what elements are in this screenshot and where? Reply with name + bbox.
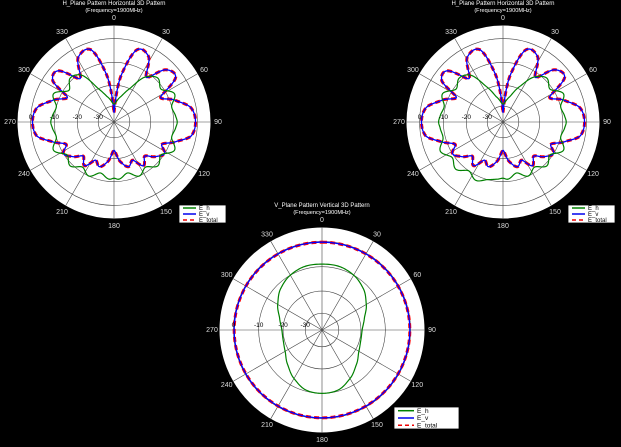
svg-text:210: 210 [261, 422, 273, 429]
svg-text:210: 210 [56, 209, 68, 216]
svg-text:(Frequency=1900MHz): (Frequency=1900MHz) [85, 8, 142, 14]
svg-text:0: 0 [320, 217, 324, 224]
svg-text:180: 180 [316, 437, 328, 444]
svg-text:V_Plane Pattern Vertical 3D Pa: V_Plane Pattern Vertical 3D Pattern [274, 203, 369, 209]
svg-text:150: 150 [549, 209, 561, 216]
svg-text:-10: -10 [439, 114, 449, 121]
svg-text:120: 120 [587, 171, 599, 178]
svg-text:E_total: E_total [588, 218, 607, 224]
svg-text:150: 150 [160, 209, 172, 216]
svg-text:90: 90 [214, 119, 222, 126]
svg-text:300: 300 [18, 67, 30, 74]
svg-text:0: 0 [418, 114, 422, 121]
svg-text:30: 30 [162, 29, 170, 36]
svg-text:-30: -30 [93, 114, 103, 121]
svg-text:240: 240 [407, 171, 419, 178]
svg-text:180: 180 [108, 223, 120, 230]
svg-text:240: 240 [18, 171, 30, 178]
svg-text:60: 60 [200, 67, 208, 74]
svg-text:E_h: E_h [417, 408, 429, 415]
svg-text:300: 300 [407, 67, 419, 74]
svg-text:330: 330 [56, 29, 68, 36]
svg-text:60: 60 [589, 67, 597, 74]
svg-text:120: 120 [411, 382, 423, 389]
svg-text:30: 30 [551, 29, 559, 36]
svg-text:30: 30 [373, 232, 381, 239]
svg-text:-10: -10 [50, 114, 60, 121]
svg-text:E_total: E_total [199, 218, 218, 224]
svg-text:(Frequency=1900MHz): (Frequency=1900MHz) [293, 210, 350, 216]
svg-text:240: 240 [221, 382, 233, 389]
svg-text:(Frequency=1900MHz): (Frequency=1900MHz) [474, 8, 531, 14]
svg-text:-20: -20 [73, 114, 83, 121]
svg-text:0: 0 [112, 15, 116, 22]
svg-text:330: 330 [445, 29, 457, 36]
svg-text:-20: -20 [462, 114, 472, 121]
svg-text:90: 90 [428, 327, 436, 334]
svg-text:H_Plane Pattern Horizontal 3D: H_Plane Pattern Horizontal 3D Pattern [62, 1, 165, 7]
svg-text:90: 90 [603, 119, 611, 126]
svg-text:-10: -10 [254, 322, 264, 329]
svg-text:270: 270 [393, 119, 405, 126]
svg-text:0: 0 [232, 322, 236, 329]
svg-text:60: 60 [413, 272, 421, 279]
svg-text:-30: -30 [482, 114, 492, 121]
svg-text:150: 150 [371, 422, 383, 429]
svg-text:0: 0 [501, 15, 505, 22]
svg-text:-30: -30 [301, 322, 311, 329]
svg-text:120: 120 [198, 171, 210, 178]
svg-text:210: 210 [445, 209, 457, 216]
svg-text:330: 330 [261, 232, 273, 239]
svg-text:H_Plane Pattern Horizontal 3D: H_Plane Pattern Horizontal 3D Pattern [451, 1, 554, 7]
svg-text:E_total: E_total [417, 423, 438, 430]
svg-text:180: 180 [497, 223, 509, 230]
svg-text:0: 0 [29, 114, 33, 121]
svg-text:E_v: E_v [417, 415, 429, 422]
svg-text:300: 300 [221, 272, 233, 279]
svg-text:270: 270 [206, 327, 218, 334]
svg-text:270: 270 [4, 119, 16, 126]
svg-text:-20: -20 [278, 322, 288, 329]
